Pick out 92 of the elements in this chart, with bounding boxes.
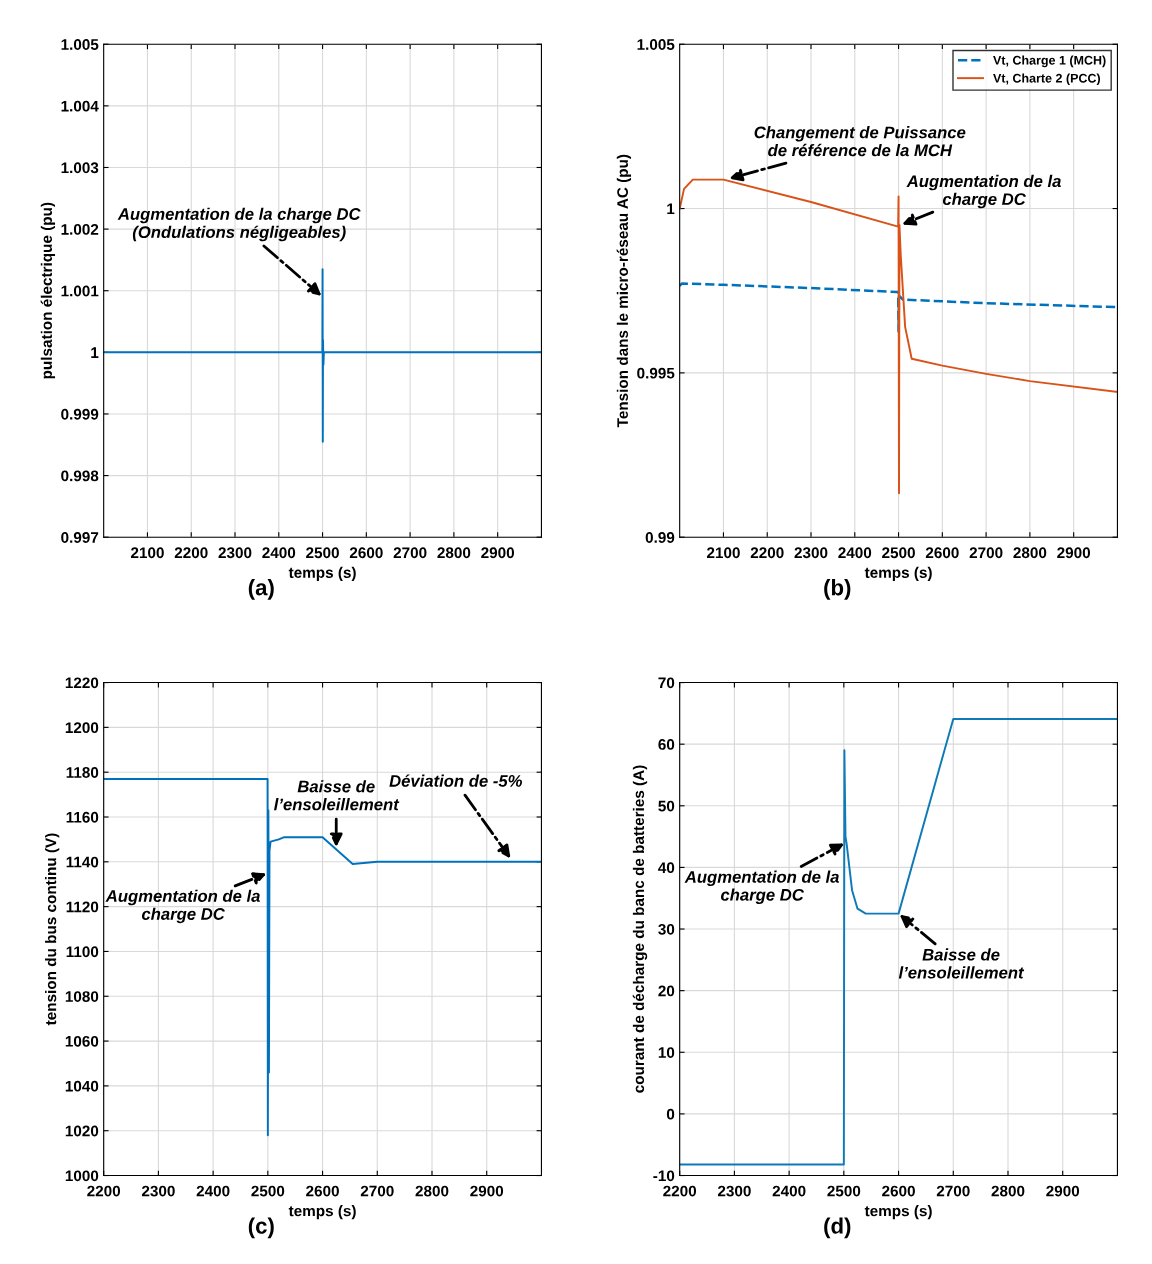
annotation: Baisse de l’ensoleillement (898, 948, 1025, 979)
y-tick-label: 1040 (65, 1080, 99, 1092)
y-tick-label: -10 (653, 1170, 675, 1182)
legend-label: Vt, Charte 2 (PCC) (993, 73, 1101, 86)
x-tick-label: 2400 (772, 1185, 806, 1197)
y-tick-label: 1.004 (61, 100, 99, 112)
text: (a) (248, 579, 274, 600)
x-tick-label: 2800 (415, 1185, 449, 1197)
y-tick-label: 1020 (65, 1125, 99, 1137)
x-tick-label: 2300 (717, 1185, 751, 1197)
y-tick-label: 30 (658, 923, 675, 935)
y-tick-label: 0.995 (637, 367, 675, 379)
x-axis-title: temps (s) (864, 1205, 932, 1220)
y-tick-label: 1 (667, 203, 675, 215)
x-tick-label: 2500 (306, 547, 339, 559)
y-tick-label: 1 (91, 347, 99, 358)
x-tick-label: 2300 (141, 1185, 175, 1197)
y-tick-label: 10 (658, 1047, 675, 1058)
y-tick-label: 1080 (65, 991, 99, 1002)
annotation: Augmentation de la charge DC (906, 174, 1061, 209)
x-axis-title: temps (s) (288, 1205, 356, 1220)
y-tick-label: 1200 (65, 722, 99, 734)
x-tick-label: 2600 (925, 547, 959, 559)
line-series (679, 282, 1118, 333)
text: (c) (248, 1217, 274, 1239)
y-tick-label: 1060 (65, 1035, 99, 1047)
text: (d) (824, 1217, 851, 1239)
y-tick-label: 0.999 (61, 408, 99, 420)
x-tick-label: 2200 (87, 1185, 121, 1197)
x-tick-label: 2200 (174, 547, 208, 559)
y-axis-title: courant de décharge du banc de batteries (A) (632, 765, 648, 1093)
y-tick-label: 1120 (66, 901, 99, 913)
annotation: Augmentation de la charge DC (Ondulations négligeables) (117, 207, 361, 242)
y-tick-label: 1.003 (61, 162, 99, 174)
x-tick-label: 2800 (1013, 547, 1047, 559)
y-tick-label: 1.005 (637, 39, 675, 50)
x-tick-label: 2400 (262, 547, 296, 559)
annotation: Augmentation de la charge DC (105, 889, 260, 924)
x-tick-label: 2300 (794, 547, 828, 559)
x-tick-label: 2200 (663, 1185, 697, 1197)
annotation: Déviation de -5% (389, 774, 523, 787)
y-tick-label: 0.99 (645, 532, 675, 543)
annotation: Augmentation de la charge DC (684, 870, 839, 905)
y-tick-label: 1140 (66, 856, 99, 868)
x-tick-label: 2700 (393, 547, 427, 559)
y-tick-label: 40 (658, 862, 675, 874)
y-tick-label: 1.002 (61, 223, 99, 235)
x-tick-label: 2700 (936, 1185, 970, 1197)
y-tick-label: 70 (658, 677, 675, 689)
x-tick-label: 2900 (470, 1185, 504, 1197)
x-axis-title: temps (s) (288, 566, 356, 581)
x-tick-label: 2900 (481, 547, 515, 559)
y-tick-label: 1180 (66, 767, 99, 778)
y-tick-label: 0 (666, 1108, 675, 1120)
y-axis-title: pulsation électrique (pu) (40, 202, 56, 379)
x-tick-label: 2100 (130, 547, 164, 559)
y-tick-label: 60 (658, 739, 675, 750)
x-tick-label: 2600 (306, 1185, 339, 1197)
annotation: Changement de Puissance de référence de la MCH (754, 126, 966, 157)
x-tick-label: 2400 (838, 547, 872, 559)
y-tick-label: 1160 (66, 811, 99, 823)
y-axis-title: tension du bus continu (V) (45, 833, 60, 1026)
x-axis-title: temps (s) (864, 566, 932, 581)
text: (b) (824, 579, 851, 600)
x-tick-label: 2500 (827, 1185, 861, 1197)
y-tick-label: 1.005 (61, 39, 99, 50)
y-tick-label: 1220 (65, 677, 99, 689)
y-tick-label: 1100 (66, 946, 99, 958)
x-tick-label: 2400 (196, 1185, 230, 1197)
x-tick-label: 2200 (750, 547, 784, 559)
x-tick-label: 2800 (991, 1185, 1025, 1197)
y-tick-label: 0.997 (61, 532, 99, 543)
x-tick-label: 2700 (360, 1185, 394, 1197)
x-tick-label: 2600 (882, 1185, 915, 1197)
line-series (103, 268, 542, 443)
y-tick-label: 1000 (65, 1170, 99, 1182)
x-tick-label: 2600 (349, 547, 383, 559)
y-tick-label: 50 (658, 800, 675, 812)
line-series (679, 717, 1118, 1166)
x-tick-label: 2900 (1046, 1185, 1080, 1197)
legend-label: Vt, Charge 1 (MCH) (993, 55, 1106, 68)
y-tick-label: 1.001 (61, 285, 99, 297)
x-tick-label: 2900 (1057, 547, 1091, 559)
x-tick-label: 2300 (218, 547, 252, 559)
x-tick-label: 2500 (882, 547, 915, 559)
y-tick-label: 20 (658, 985, 675, 997)
y-axis-title: Tension dans le micro-réseau AC (pu) (616, 154, 632, 428)
y-tick-label: 0.998 (61, 470, 99, 482)
x-tick-label: 2100 (706, 547, 740, 559)
x-tick-label: 2700 (969, 547, 1003, 559)
x-tick-label: 2800 (437, 547, 471, 559)
x-tick-label: 2500 (251, 1185, 285, 1197)
